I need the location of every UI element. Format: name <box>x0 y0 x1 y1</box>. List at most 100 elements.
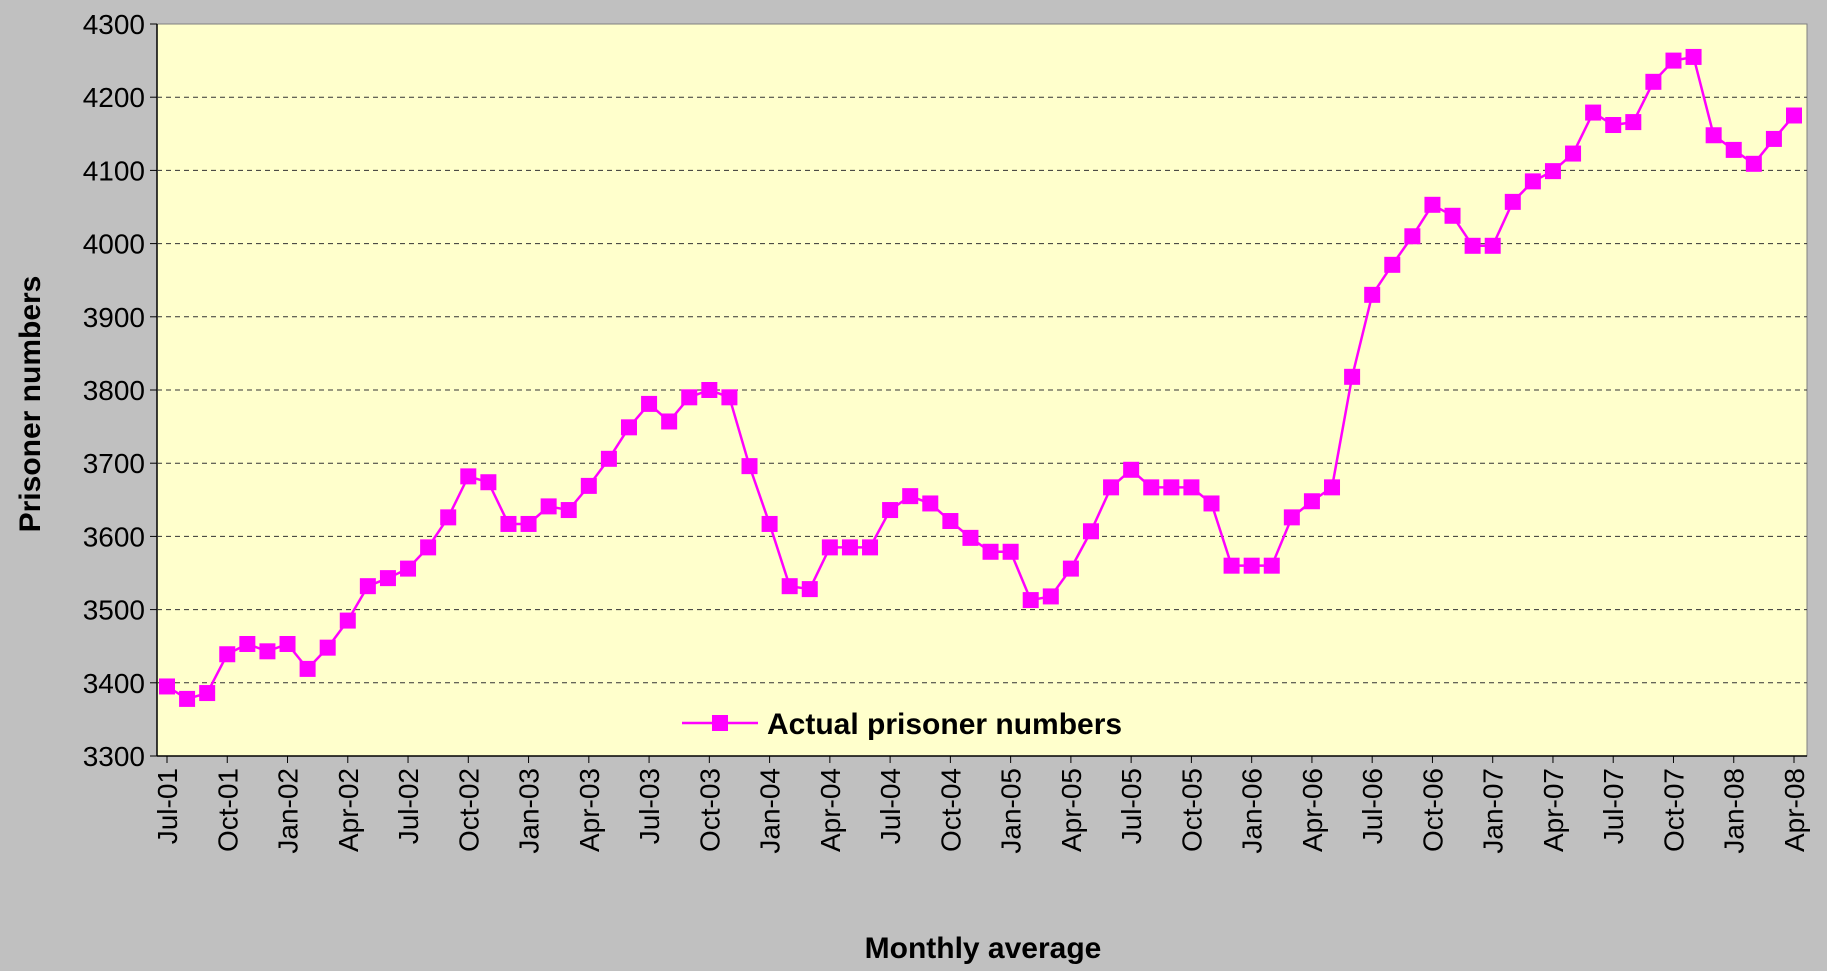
marker <box>480 474 497 491</box>
marker <box>1524 173 1541 190</box>
y-tick-label: 4200 <box>83 82 145 113</box>
x-tick-label: Apr-05 <box>1056 768 1087 852</box>
x-tick-label: Apr-04 <box>815 768 846 852</box>
marker <box>1685 48 1702 65</box>
marker <box>219 646 236 663</box>
marker <box>1424 196 1441 213</box>
x-tick-label: Apr-03 <box>574 768 605 852</box>
marker <box>942 513 959 530</box>
marker <box>821 539 838 556</box>
marker <box>1203 495 1220 512</box>
marker <box>641 395 658 412</box>
marker <box>1725 141 1742 158</box>
y-axis-title: Prisoner numbers <box>14 276 47 533</box>
marker <box>1223 557 1240 574</box>
x-tick-label: Jan-05 <box>996 768 1027 854</box>
x-tick-label: Jul-04 <box>875 768 906 844</box>
y-tick-label: 3400 <box>83 668 145 699</box>
marker <box>339 612 356 629</box>
marker <box>279 636 296 653</box>
x-tick-label: Oct-04 <box>935 768 966 852</box>
marker <box>1022 592 1039 609</box>
x-tick-label: Apr-08 <box>1779 768 1810 852</box>
x-tick-label: Jan-06 <box>1237 768 1268 854</box>
marker <box>420 539 437 556</box>
marker <box>1484 237 1501 254</box>
marker <box>661 413 678 430</box>
marker <box>1544 163 1561 180</box>
marker <box>379 570 396 587</box>
y-tick-label: 3600 <box>83 521 145 552</box>
x-tick-label: Oct-02 <box>453 768 484 852</box>
marker <box>520 515 537 532</box>
x-tick-label: Jan-07 <box>1478 768 1509 854</box>
marker <box>1303 493 1320 510</box>
marker <box>1082 523 1099 540</box>
x-tick-label: Jul-05 <box>1116 768 1147 844</box>
marker <box>460 468 477 485</box>
marker <box>1464 237 1481 254</box>
marker <box>199 685 216 702</box>
marker <box>500 515 517 532</box>
marker <box>259 643 276 660</box>
marker <box>560 502 577 519</box>
marker <box>1243 557 1260 574</box>
marker <box>982 543 999 560</box>
x-tick-label: Jul-06 <box>1357 768 1388 844</box>
x-tick-label: Jul-01 <box>152 768 183 844</box>
marker <box>359 578 376 595</box>
marker <box>1183 479 1200 496</box>
x-tick-label: Oct-05 <box>1176 768 1207 852</box>
marker <box>1786 107 1802 124</box>
marker <box>1705 127 1722 144</box>
y-tick-label: 3900 <box>83 302 145 333</box>
x-tick-label: Oct-03 <box>694 768 725 852</box>
marker <box>299 660 316 677</box>
marker <box>1605 117 1622 134</box>
marker <box>781 578 798 595</box>
marker <box>1123 461 1140 478</box>
x-tick-label: Apr-02 <box>333 768 364 852</box>
y-tick-label: 4300 <box>83 9 145 40</box>
marker <box>440 509 457 526</box>
marker <box>1062 560 1079 577</box>
marker <box>580 477 597 494</box>
marker <box>1765 130 1782 147</box>
marker <box>1163 479 1180 496</box>
marker <box>1042 588 1059 605</box>
x-tick-label: Oct-07 <box>1658 768 1689 852</box>
marker <box>1585 104 1602 121</box>
marker <box>400 560 417 577</box>
y-tick-label: 4100 <box>83 155 145 186</box>
x-tick-label: Jul-03 <box>634 768 665 844</box>
marker <box>701 382 718 398</box>
x-axis-title: Monthly average <box>865 932 1102 965</box>
x-tick-label: Jan-02 <box>273 768 304 854</box>
marker <box>1364 286 1381 303</box>
marker <box>841 539 858 556</box>
marker <box>1504 193 1521 210</box>
marker <box>1384 256 1401 273</box>
x-tick-label: Jan-08 <box>1719 768 1750 854</box>
legend-label: Actual prisoner numbers <box>767 708 1122 741</box>
marker <box>1344 368 1361 385</box>
marker <box>882 502 899 519</box>
x-tick-label: Oct-01 <box>212 768 243 852</box>
marker <box>761 515 778 532</box>
marker <box>1263 557 1280 574</box>
marker <box>1324 479 1341 496</box>
x-tick-label: Jan-04 <box>755 768 786 854</box>
x-tick-label: Jul-07 <box>1598 768 1629 844</box>
marker <box>801 581 818 598</box>
legend-marker <box>712 715 728 731</box>
marker <box>159 678 175 695</box>
x-tick-label: Apr-07 <box>1538 768 1569 852</box>
marker <box>902 488 919 505</box>
x-tick-label: Jan-03 <box>514 768 545 854</box>
marker <box>600 450 617 467</box>
marker <box>1283 509 1300 526</box>
marker <box>922 495 939 512</box>
marker <box>540 498 557 515</box>
y-tick-label: 4000 <box>83 229 145 260</box>
